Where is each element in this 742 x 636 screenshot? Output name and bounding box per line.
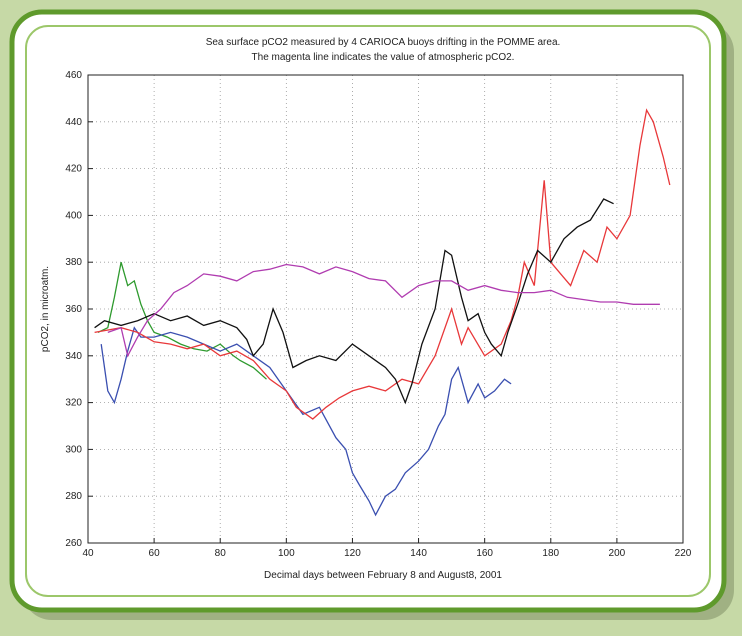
y-tick-label: 460 bbox=[65, 70, 82, 81]
frame-inner bbox=[25, 25, 711, 597]
y-tick-label: 300 bbox=[65, 444, 82, 455]
y-tick-label: 380 bbox=[65, 257, 82, 268]
x-tick-label: 180 bbox=[542, 548, 559, 559]
chart-title: The magenta line indicates the value of … bbox=[252, 52, 515, 63]
x-tick-label: 140 bbox=[410, 548, 427, 559]
y-axis-label: pCO2, in microatm. bbox=[40, 266, 51, 352]
data-line bbox=[94, 108, 671, 420]
x-tick-label: 220 bbox=[675, 548, 692, 559]
x-tick-label: 100 bbox=[278, 548, 295, 559]
y-tick-label: 340 bbox=[65, 351, 82, 362]
plot-border bbox=[87, 74, 684, 544]
x-tick-label: 120 bbox=[344, 548, 361, 559]
y-tick-label: 400 bbox=[65, 210, 82, 221]
x-axis-label: Decimal days between February 8 and Augu… bbox=[264, 570, 502, 581]
x-tick-label: 160 bbox=[476, 548, 493, 559]
x-tick-label: 80 bbox=[215, 548, 227, 559]
y-tick-label: 320 bbox=[65, 398, 82, 409]
y-tick-label: 420 bbox=[65, 164, 82, 175]
x-tick-label: 60 bbox=[149, 548, 161, 559]
frame bbox=[9, 9, 727, 613]
data-line bbox=[94, 198, 614, 405]
x-tick-label: 40 bbox=[82, 548, 94, 559]
y-tick-label: 360 bbox=[65, 304, 82, 315]
x-tick-label: 200 bbox=[609, 548, 626, 559]
y-tick-label: 440 bbox=[65, 117, 82, 128]
data-line bbox=[107, 263, 660, 358]
y-tick-label: 280 bbox=[65, 491, 82, 502]
chart-title: Sea surface pCO2 measured by 4 CARIOCA b… bbox=[206, 37, 561, 48]
y-tick-label: 260 bbox=[65, 538, 82, 549]
